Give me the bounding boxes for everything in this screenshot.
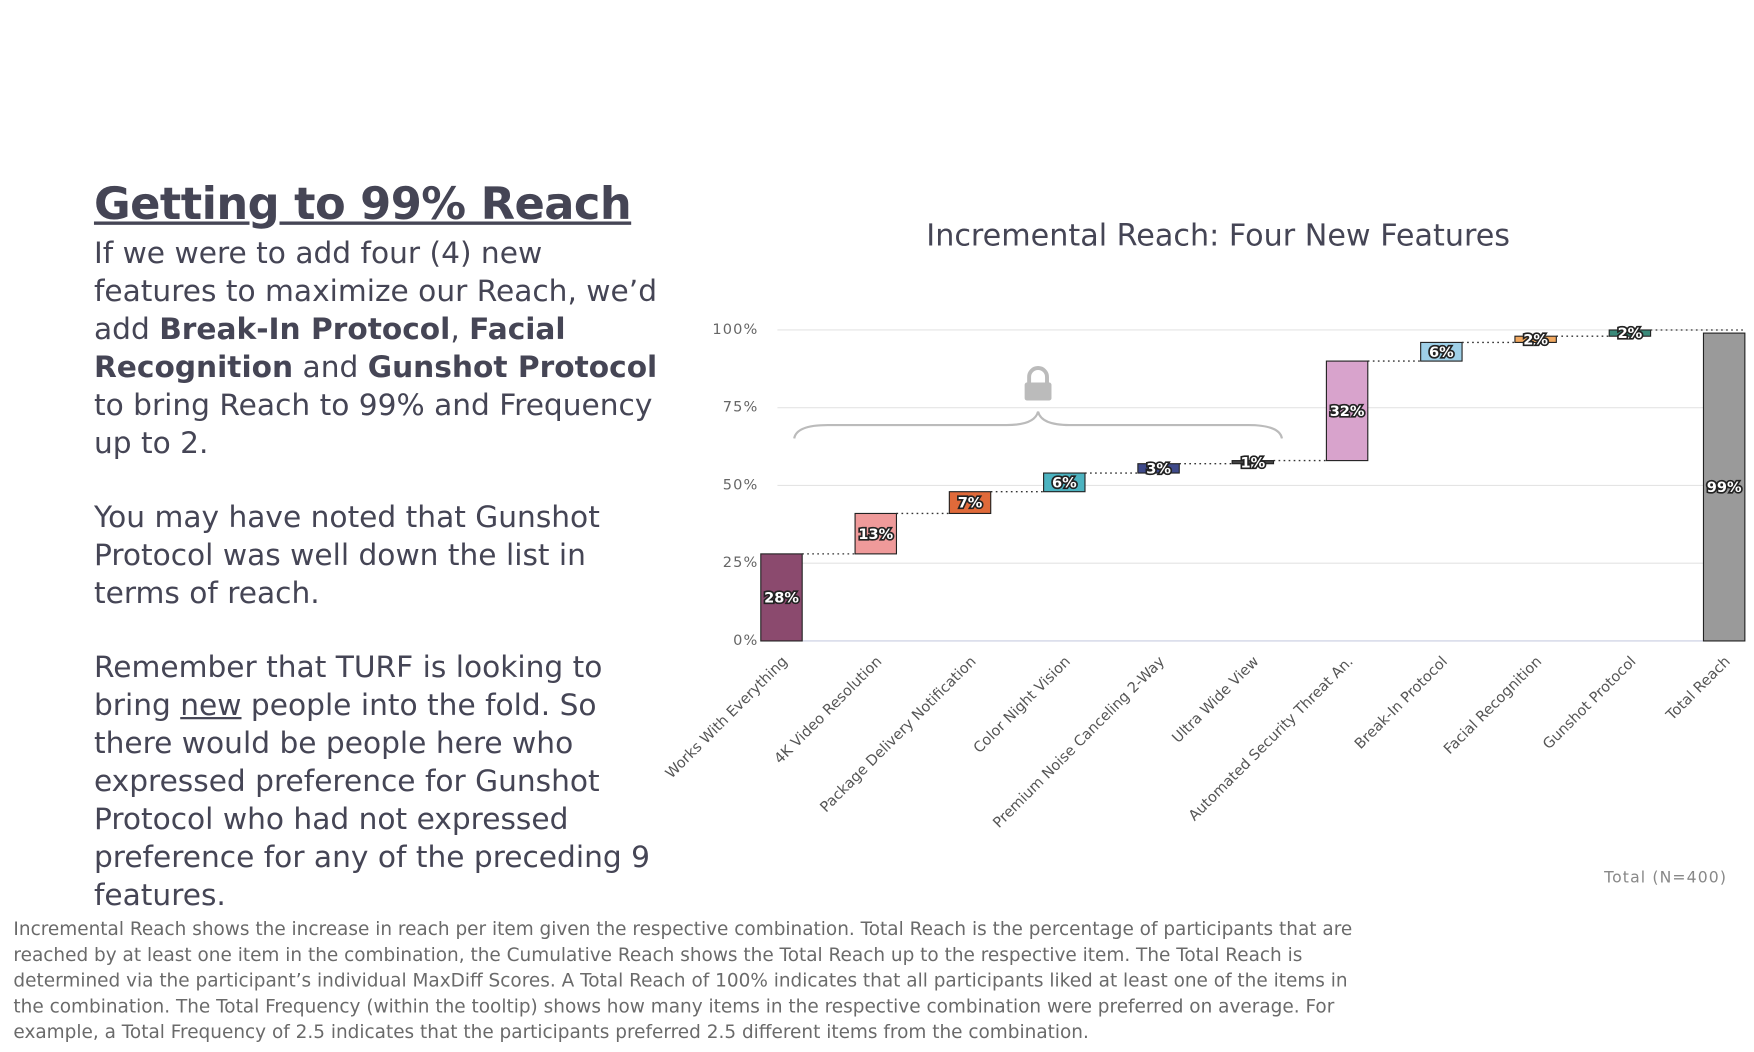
value-label: 13% (858, 527, 893, 543)
y-tick-label: 0% (733, 633, 758, 649)
text-run: You may have noted that Gunshot Protocol… (93, 500, 600, 611)
text-run: and (293, 350, 368, 385)
bar (854, 512, 898, 555)
bar (948, 491, 992, 515)
bar (1702, 332, 1746, 642)
paragraph: You may have noted that Gunshot Protocol… (94, 499, 670, 613)
value-label: 6% (1052, 475, 1077, 491)
text-run: people into the fold. So there would be … (93, 687, 650, 913)
text-run: If we were to add four (4) new features … (93, 236, 658, 347)
x-tick-label: Works With Everything (663, 654, 791, 782)
value-label: 99% (1707, 480, 1742, 496)
y-tick-label: 25% (723, 555, 759, 571)
text-run: Gunshot Protocol (367, 350, 658, 385)
paragraph: Remember that TURF is looking to bring n… (94, 649, 670, 915)
chart-note: Total (N=400) (1603, 868, 1727, 887)
x-tick-label: Color Night Vision (971, 654, 1074, 757)
text-run: new (180, 687, 242, 723)
value-label: 32% (1330, 404, 1365, 420)
bar (1420, 341, 1463, 362)
lock-icon (1024, 366, 1052, 401)
x-tick-label: Automated Security Threat An. (1186, 654, 1357, 825)
chart-title: Incremental Reach: Four New Features (926, 219, 1510, 254)
value-label: 3% (1146, 461, 1171, 477)
value-label: 2% (1618, 326, 1643, 342)
bar (1231, 460, 1275, 465)
bar (1043, 472, 1086, 493)
footnote: Incremental Reach shows the increase in … (13, 918, 1353, 1043)
value-label: 2% (1523, 332, 1548, 348)
text-run: Remember that TURF is looking to bring (93, 649, 603, 723)
slide-title: Getting to 99% Reach (93, 178, 632, 231)
paragraph: If we were to add four (4) new features … (94, 235, 670, 463)
bar (1514, 335, 1557, 343)
bar (760, 553, 803, 642)
text-run: Break-In Protocol (159, 312, 451, 347)
text-run: to bring Reach to 99% and Frequency up t… (93, 388, 653, 461)
x-tick-label: 4K Video Resolution (772, 654, 886, 768)
bar (1137, 463, 1180, 474)
bar (1325, 360, 1369, 462)
bracket (793, 411, 1284, 439)
text-run: , (450, 312, 470, 347)
y-tick-label: 50% (723, 477, 759, 493)
text-run: Facial Recognition (93, 312, 566, 385)
x-tick-label: Ultra Wide View (1170, 654, 1263, 747)
y-tick-label: 100% (712, 322, 758, 338)
x-tick-label: Premium Noise Canceling 2-Way (990, 653, 1168, 831)
value-label: 6% (1429, 345, 1454, 361)
bar (1608, 329, 1652, 337)
x-tick-label: Break-In Protocol (1352, 654, 1451, 753)
y-tick-label: 75% (723, 400, 759, 416)
value-label: 7% (958, 496, 983, 512)
slide-body: If we were to add four (4) new features … (94, 235, 670, 951)
value-label: 1% (1240, 455, 1265, 471)
x-tick-label: Total Reach (1663, 654, 1734, 725)
x-tick-label: Gunshot Protocol (1540, 654, 1639, 753)
value-label: 28% (764, 591, 799, 607)
x-tick-label: Package Delivery Notification (818, 654, 980, 816)
x-tick-label: Facial Recognition (1441, 654, 1545, 758)
